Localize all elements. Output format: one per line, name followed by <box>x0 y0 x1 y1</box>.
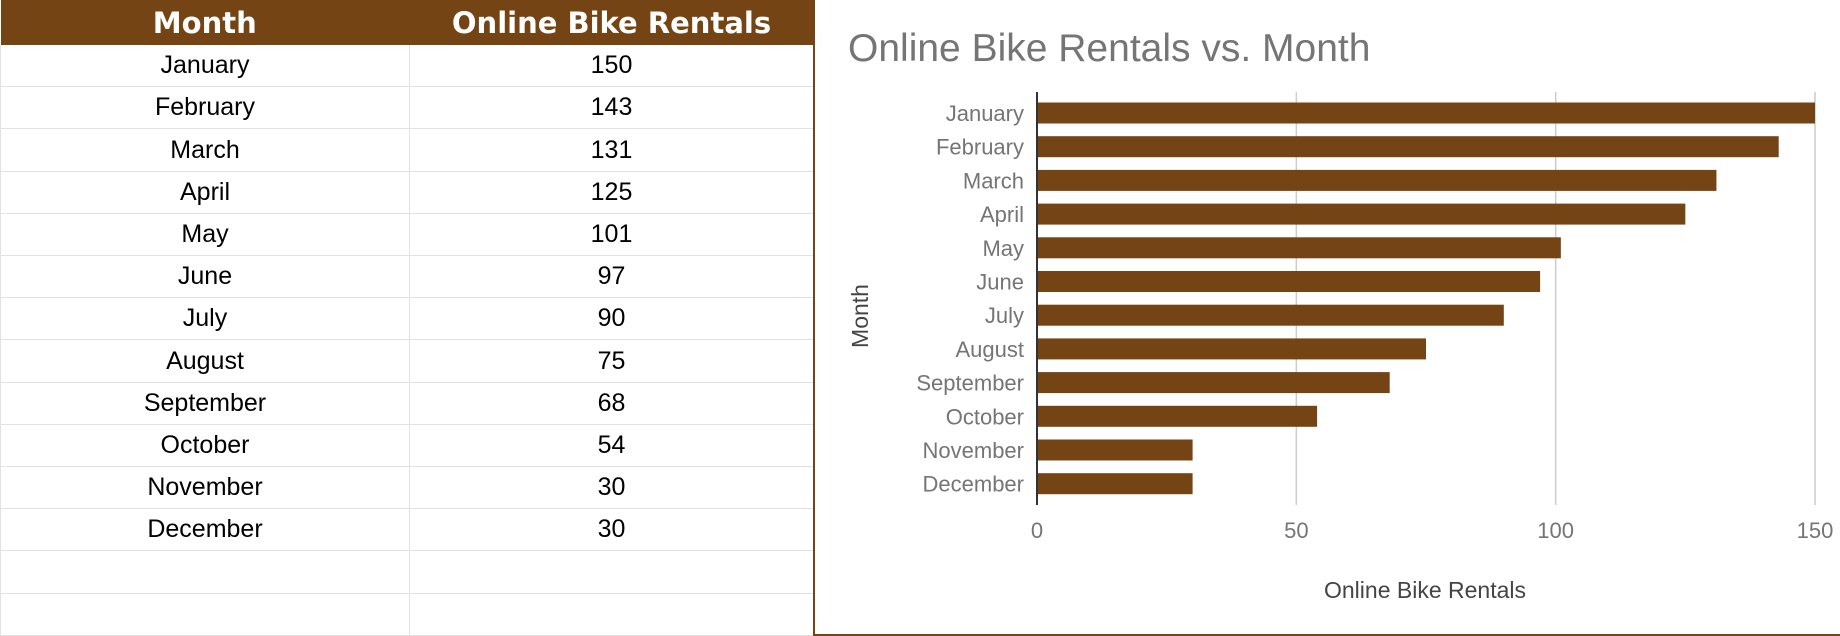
cell-month[interactable]: April <box>0 171 410 214</box>
table-cell[interactable] <box>409 550 814 594</box>
cell-rentals[interactable]: 68 <box>409 382 814 425</box>
table-row: August 75 <box>0 339 814 383</box>
gridlines <box>1036 92 1816 505</box>
bar-chart: Online Bike Rentals vs. Month January Feb… <box>847 27 1833 603</box>
category-label: May <box>982 236 1024 261</box>
cell-rentals[interactable]: 90 <box>409 297 814 341</box>
table-row: November 30 <box>0 466 814 510</box>
table-row: July 90 <box>0 297 814 341</box>
table-cell[interactable] <box>0 593 410 636</box>
bar-october[interactable] <box>1038 405 1318 427</box>
category-label: March <box>963 168 1024 193</box>
category-labels: January February March April May June July Augu… <box>916 101 1024 497</box>
data-table: Month Online Bike Rentals January 150 Febr… <box>0 0 814 636</box>
cell-month[interactable]: December <box>0 508 410 552</box>
cell-month[interactable]: September <box>0 382 410 425</box>
bar-december[interactable] <box>1038 473 1193 495</box>
bars <box>1038 102 1815 495</box>
cell-rentals[interactable]: 101 <box>409 213 814 257</box>
bar-april[interactable] <box>1038 203 1686 225</box>
cell-rentals[interactable]: 125 <box>409 171 814 214</box>
x-tick-label: 50 <box>1284 518 1308 543</box>
category-label: January <box>946 101 1024 126</box>
cell-month[interactable]: February <box>0 86 410 130</box>
x-tick-label: 0 <box>1031 518 1043 543</box>
table-body: January 150 February 143 March 131 April 125 May… <box>0 45 814 636</box>
table-row: March 131 <box>0 128 814 172</box>
header-month[interactable]: Month <box>0 0 410 45</box>
table-row: December 30 <box>0 508 814 552</box>
category-label: February <box>936 135 1024 160</box>
cell-month[interactable]: August <box>0 339 410 383</box>
cell-rentals[interactable]: 97 <box>409 255 814 299</box>
bar-january[interactable] <box>1038 102 1815 124</box>
chart-panel[interactable]: Online Bike Rentals vs. Month January Feb… <box>813 0 1840 636</box>
category-label: November <box>923 438 1024 463</box>
bar-september[interactable] <box>1038 372 1390 394</box>
bar-february[interactable] <box>1038 136 1779 158</box>
table-cell[interactable] <box>409 593 814 636</box>
table-row: April 125 <box>0 171 814 214</box>
x-tick-labels: 0 50 100 150 <box>1031 518 1833 543</box>
bar-may[interactable] <box>1038 237 1561 259</box>
x-tick-label: 150 <box>1797 518 1834 543</box>
category-label: June <box>976 270 1024 295</box>
category-label: August <box>956 337 1025 362</box>
cell-rentals[interactable]: 30 <box>409 508 814 552</box>
x-axis-title: Online Bike Rentals <box>1324 577 1526 603</box>
table-header-row: Month Online Bike Rentals <box>0 0 814 45</box>
x-tick-label: 100 <box>1537 518 1574 543</box>
cell-rentals[interactable]: 143 <box>409 86 814 130</box>
bar-july[interactable] <box>1038 304 1504 326</box>
table-cell[interactable] <box>0 550 410 594</box>
bar-august[interactable] <box>1038 338 1426 360</box>
table-row: October 54 <box>0 424 814 468</box>
table-row: May 101 <box>0 213 814 257</box>
table-row-empty <box>0 593 814 636</box>
cell-month[interactable]: June <box>0 255 410 299</box>
bar-november[interactable] <box>1038 439 1193 461</box>
table-row: June 97 <box>0 255 814 299</box>
cell-month[interactable]: March <box>0 128 410 172</box>
cell-month[interactable]: January <box>0 45 410 88</box>
cell-rentals[interactable]: 131 <box>409 128 814 172</box>
cell-rentals[interactable]: 54 <box>409 424 814 468</box>
cell-month[interactable]: July <box>0 297 410 341</box>
cell-month[interactable]: November <box>0 466 410 510</box>
category-label: July <box>985 303 1024 328</box>
table-row: September 68 <box>0 382 814 425</box>
chart-title: Online Bike Rentals vs. Month <box>848 27 1370 70</box>
cell-month[interactable]: October <box>0 424 410 468</box>
cell-rentals[interactable]: 75 <box>409 339 814 383</box>
y-axis-title: Month <box>847 284 873 348</box>
category-label: April <box>980 202 1024 227</box>
cell-rentals[interactable]: 150 <box>409 45 814 88</box>
header-rentals[interactable]: Online Bike Rentals <box>409 0 814 45</box>
category-label: December <box>923 472 1024 497</box>
bar-june[interactable] <box>1038 271 1541 292</box>
table-row: February 143 <box>0 86 814 130</box>
bar-march[interactable] <box>1038 169 1717 191</box>
table-row: January 150 <box>0 45 814 88</box>
category-label: October <box>946 404 1024 429</box>
cell-rentals[interactable]: 30 <box>409 466 814 510</box>
table-row-empty <box>0 550 814 594</box>
category-label: September <box>916 371 1024 396</box>
cell-month[interactable]: May <box>0 213 410 257</box>
